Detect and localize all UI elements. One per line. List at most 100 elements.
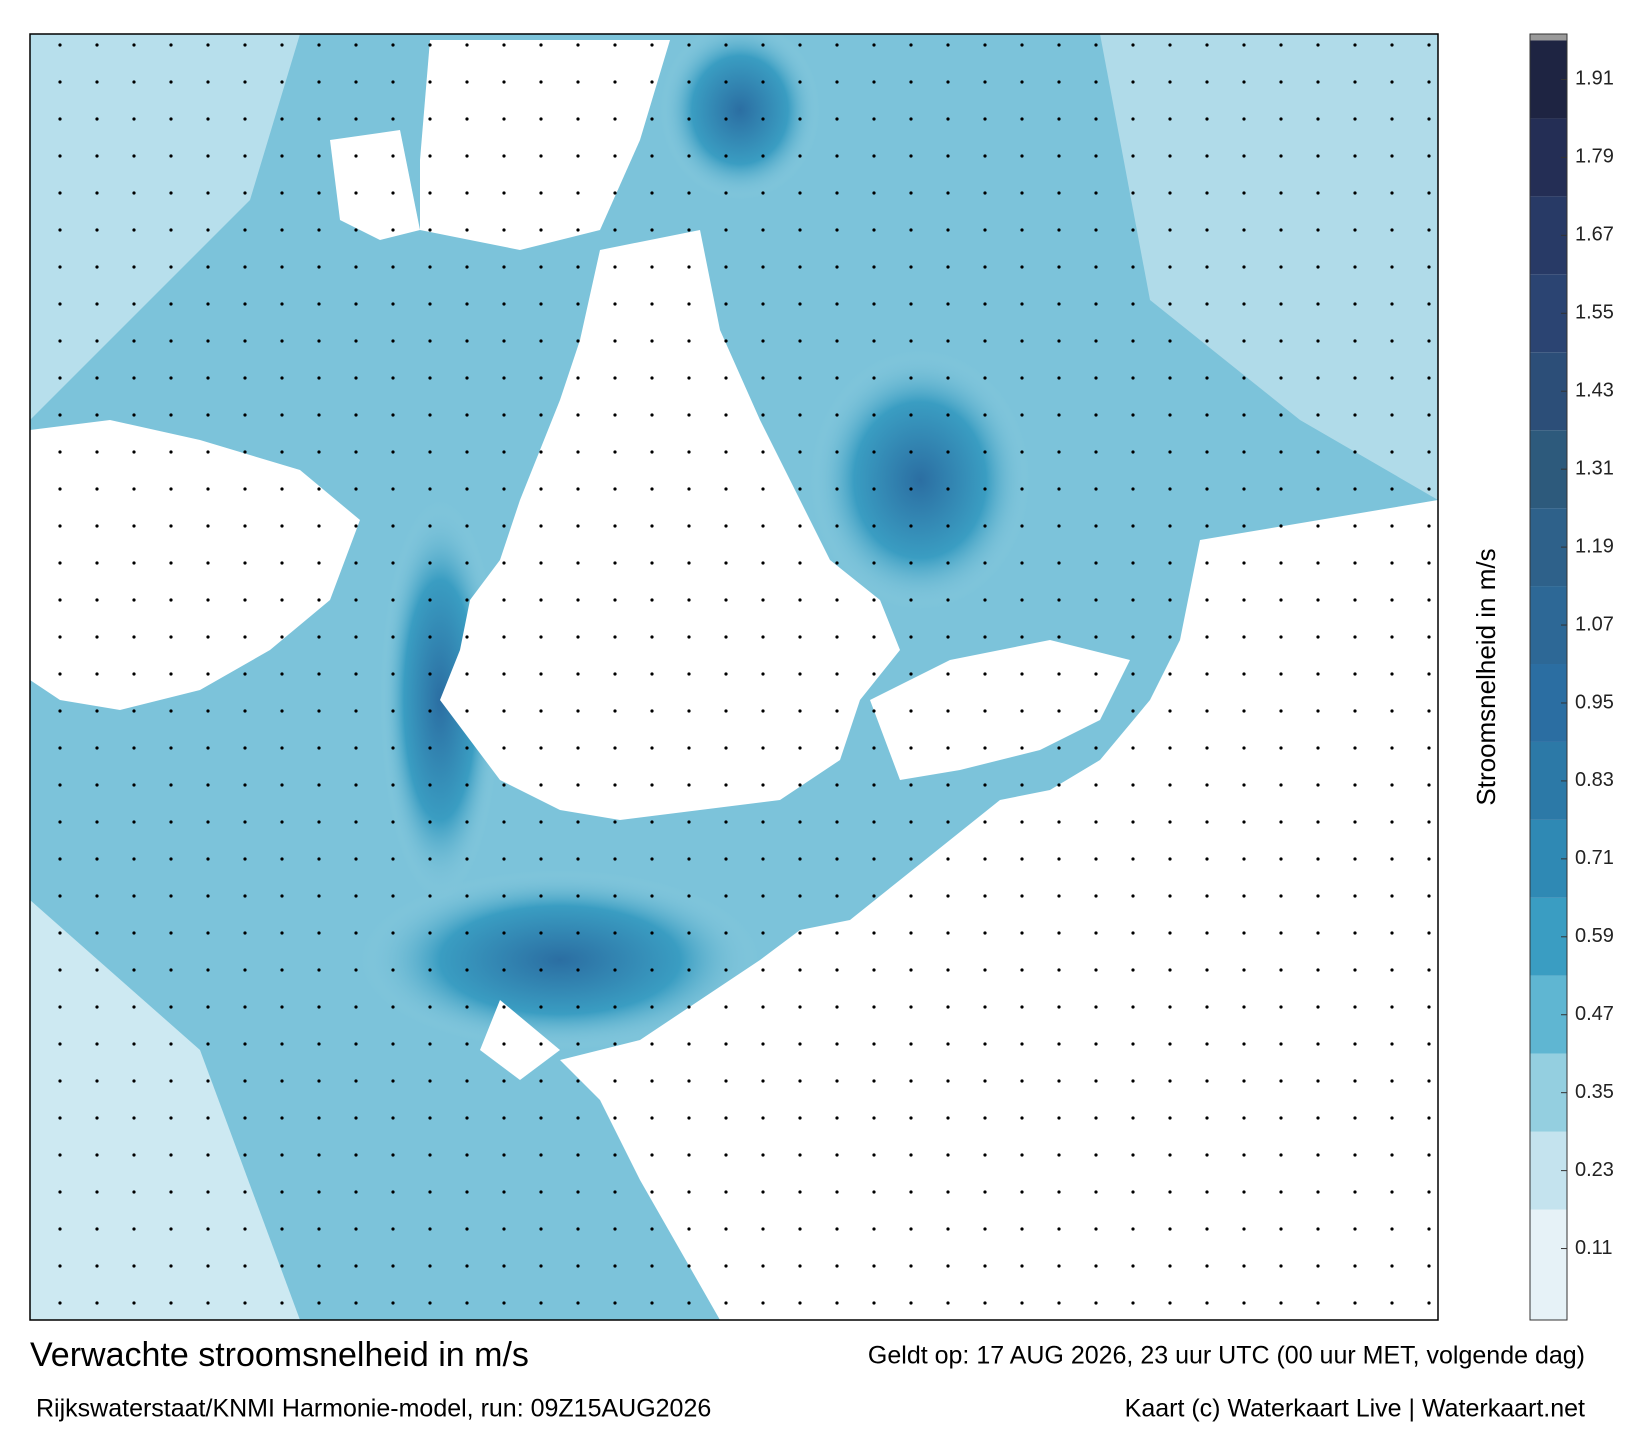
grid-dot <box>946 709 950 713</box>
grid-dot <box>835 1116 839 1120</box>
colorbar-tick-label: 0.35 <box>1575 1081 1614 1103</box>
grid-dot <box>761 1264 765 1268</box>
grid-dot <box>650 746 654 750</box>
grid-dot <box>502 672 506 676</box>
grid-dot <box>132 968 136 972</box>
grid-dot <box>243 413 247 417</box>
grid-dot <box>1279 117 1283 121</box>
grid-dot <box>650 487 654 491</box>
grid-dot <box>1427 487 1431 491</box>
grid-dot <box>798 117 802 121</box>
grid-dot <box>1057 228 1061 232</box>
grid-dot <box>872 672 876 676</box>
grid-dot <box>169 857 173 861</box>
deep-channel <box>660 34 820 200</box>
grid-dot <box>428 598 432 602</box>
grid-dot <box>1427 857 1431 861</box>
grid-dot <box>1353 1153 1357 1157</box>
grid-dot <box>1353 450 1357 454</box>
colorbar-tick-label: 0.59 <box>1575 925 1614 947</box>
grid-dot <box>946 228 950 232</box>
grid-dot <box>1168 302 1172 306</box>
grid-dot <box>58 43 62 47</box>
grid-dot <box>428 931 432 935</box>
grid-dot <box>613 1190 617 1194</box>
grid-dot <box>132 524 136 528</box>
grid-dot <box>1279 1042 1283 1046</box>
grid-dot <box>798 931 802 935</box>
grid-dot <box>1094 709 1098 713</box>
grid-dot <box>1168 783 1172 787</box>
grid-dot <box>1020 80 1024 84</box>
grid-dot <box>687 709 691 713</box>
grid-dot <box>539 598 543 602</box>
grid-dot <box>502 1153 506 1157</box>
grid-dot <box>539 191 543 195</box>
grid-dot <box>1279 672 1283 676</box>
grid-dot <box>169 746 173 750</box>
grid-dot <box>1094 1227 1098 1231</box>
grid-dot <box>1427 894 1431 898</box>
grid-dot <box>687 857 691 861</box>
grid-dot <box>1316 820 1320 824</box>
grid-dot <box>724 635 728 639</box>
grid-dot <box>1094 746 1098 750</box>
grid-dot <box>576 413 580 417</box>
grid-dot <box>687 228 691 232</box>
grid-dot <box>761 265 765 269</box>
grid-dot <box>391 820 395 824</box>
grid-dot <box>317 413 321 417</box>
grid-dot <box>1057 635 1061 639</box>
grid-dot <box>1057 450 1061 454</box>
grid-dot <box>391 709 395 713</box>
grid-dot <box>1205 894 1209 898</box>
grid-dot <box>243 228 247 232</box>
grid-dot <box>1205 1116 1209 1120</box>
grid-dot <box>650 635 654 639</box>
grid-dot <box>1353 672 1357 676</box>
grid-dot <box>761 894 765 898</box>
grid-dot <box>1242 598 1246 602</box>
grid-dot <box>724 598 728 602</box>
grid-dot <box>1094 450 1098 454</box>
grid-dot <box>132 154 136 158</box>
grid-dot <box>206 487 210 491</box>
grid-dot <box>1020 1190 1024 1194</box>
grid-dot <box>539 43 543 47</box>
grid-dot <box>1279 1116 1283 1120</box>
grid-dot <box>1353 1042 1357 1046</box>
grid-dot <box>95 117 99 121</box>
grid-dot <box>1057 894 1061 898</box>
grid-dot <box>391 228 395 232</box>
sea-shallow <box>30 900 300 1320</box>
grid-dot <box>206 1190 210 1194</box>
grid-dot <box>798 1116 802 1120</box>
grid-dot <box>465 1264 469 1268</box>
grid-dot <box>58 80 62 84</box>
grid-dot <box>1427 117 1431 121</box>
grid-dot <box>206 302 210 306</box>
grid-dot <box>1316 857 1320 861</box>
grid-dot <box>280 931 284 935</box>
grid-dot <box>1168 1153 1172 1157</box>
grid-dot <box>1353 561 1357 565</box>
grid-dot <box>58 1005 62 1009</box>
grid-dot <box>1020 1301 1024 1305</box>
grid-dot <box>169 1227 173 1231</box>
grid-dot <box>798 857 802 861</box>
grid-dot <box>539 339 543 343</box>
grid-dot <box>1168 154 1172 158</box>
grid-dot <box>576 228 580 232</box>
grid-dot <box>243 635 247 639</box>
grid-dot <box>243 191 247 195</box>
grid-dot <box>58 265 62 269</box>
grid-dot <box>502 1227 506 1231</box>
grid-dot <box>798 487 802 491</box>
grid-dot <box>687 265 691 269</box>
grid-dot <box>798 1301 802 1305</box>
grid-dot <box>872 154 876 158</box>
grid-dot <box>502 709 506 713</box>
grid-dot <box>983 302 987 306</box>
grid-dot <box>539 524 543 528</box>
grid-dot <box>872 783 876 787</box>
